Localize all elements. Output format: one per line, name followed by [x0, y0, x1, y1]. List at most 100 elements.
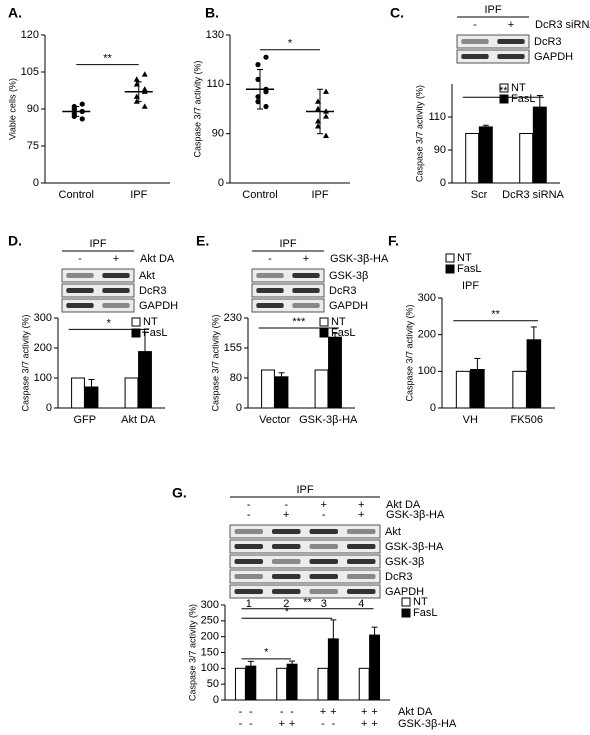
blot-sign: - [322, 509, 326, 521]
blot-band [309, 529, 338, 534]
blot-strip [251, 298, 325, 313]
legend-label: FasL [331, 327, 355, 339]
condition-sign: + [371, 718, 377, 730]
panel-label: B. [205, 5, 219, 21]
x-tick-label: VH [463, 414, 478, 426]
blot-band [347, 559, 376, 564]
bar [234, 667, 246, 701]
lane-number: 3 [321, 598, 327, 610]
data-point [255, 94, 261, 100]
panel-label: A. [8, 5, 22, 21]
blot-row-label: GAPDH [139, 300, 178, 312]
y-tick-label: 90 [27, 103, 39, 115]
bar [526, 339, 542, 409]
condition-sign: + [330, 706, 336, 718]
bar [465, 133, 480, 184]
x-tick-label: Vector [259, 414, 291, 426]
data-point [255, 76, 261, 82]
blot-band [347, 544, 376, 549]
x-tick-label: Control [242, 189, 277, 201]
blot-sign: + [321, 499, 327, 511]
y-tick-label: 300 [418, 292, 436, 304]
condition-sign: - [249, 718, 253, 730]
blot-row-label: GAPDH [534, 51, 573, 63]
condition-sign: - [249, 706, 253, 718]
x-tick-label: FK506 [511, 414, 543, 426]
y-axis-label: Viable cells (%) [7, 78, 17, 140]
blot-band [292, 303, 320, 308]
condition-sign: - [239, 718, 243, 730]
blot-sign: - [78, 253, 82, 265]
y-tick-label: 90 [434, 144, 446, 156]
x-tick-label: IPF [311, 189, 328, 201]
blot-condition-label: Akt DA [140, 253, 175, 265]
lane-number: 2 [283, 598, 289, 610]
x-tick-label: Akt DA [121, 414, 156, 426]
y-tick-label: 100 [34, 372, 52, 384]
legend-label: FasL [511, 93, 535, 105]
legend-swatch [401, 597, 411, 607]
y-axis-label: Caspase 3/7 activity (%) [187, 604, 197, 701]
condition-sign: - [290, 706, 294, 718]
y-tick-label: 110 [428, 111, 446, 123]
y-axis-label: Caspase 3/7 activity (%) [20, 314, 30, 411]
y-tick-label: 230 [224, 312, 242, 324]
blot-row-label: DcR3 [329, 285, 357, 297]
y-tick-label: 75 [27, 140, 39, 152]
blot-header: IPF [89, 238, 106, 250]
bar [245, 665, 257, 701]
y-tick-label: 200 [34, 342, 52, 354]
condition-sign: + [289, 718, 295, 730]
blot-sign: + [113, 253, 119, 265]
blot-row-label: GAPDH [329, 300, 368, 312]
blot-strip [251, 283, 325, 298]
y-axis-label: Caspase 3/7 activity (%) [210, 314, 220, 411]
y-tick-label: 0 [218, 177, 224, 189]
data-point [141, 71, 148, 77]
significance-mark: ** [303, 597, 312, 609]
lane-number: 4 [358, 598, 364, 610]
bar [317, 667, 329, 701]
bar [478, 126, 493, 184]
y-tick-label: 105 [21, 66, 39, 78]
blot-row-label: Akt [139, 270, 155, 282]
y-axis-label: Caspase 3/7 activity (%) [192, 60, 202, 157]
blot-band [102, 288, 130, 293]
significance-mark: ** [491, 309, 500, 321]
blot-sign: - [247, 509, 251, 521]
blot-sign: - [268, 253, 272, 265]
bar [261, 369, 275, 409]
blot-band [234, 559, 263, 564]
condition-label: GSK-3β-HA [398, 718, 457, 730]
legend-label: NT [331, 316, 346, 328]
blot-band [272, 559, 301, 564]
data-point [255, 99, 261, 105]
y-tick-label: 300 [201, 599, 219, 611]
blot-strip [251, 268, 325, 283]
blot-band [102, 303, 130, 308]
significance-mark: *** [292, 316, 306, 328]
blot-sign: + [283, 509, 289, 521]
blot-sign: + [508, 19, 514, 31]
data-point [263, 103, 269, 110]
legend-swatch [401, 608, 411, 618]
blot-band [292, 288, 320, 293]
bar [84, 386, 99, 409]
condition-sign: - [321, 718, 325, 730]
y-tick-label: 250 [201, 615, 219, 627]
blot-sign: + [358, 499, 364, 511]
condition-sign: + [371, 706, 377, 718]
y-tick-label: 200 [201, 631, 219, 643]
data-point [141, 86, 148, 92]
blot-band [347, 589, 376, 594]
bar [327, 638, 339, 701]
legend-swatch [319, 317, 329, 327]
legend-swatch [319, 328, 329, 338]
y-tick-label: 0 [236, 402, 242, 414]
blot-band [461, 54, 489, 59]
bar [369, 634, 381, 701]
legend-label: FasL [143, 327, 167, 339]
y-axis-label: Caspase 3/7 activity (%) [404, 304, 414, 401]
y-tick-label: 0 [33, 177, 39, 189]
